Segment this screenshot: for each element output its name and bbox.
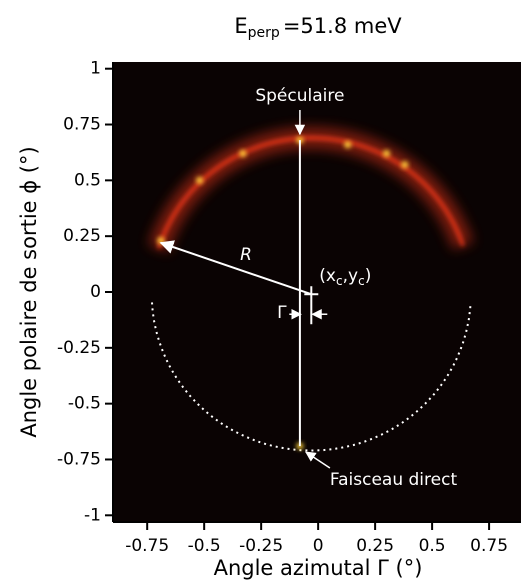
r-arrow (159, 240, 312, 296)
center-label-part: c (336, 274, 343, 288)
bright-spot (196, 176, 204, 184)
gamma-label: Γ (277, 303, 287, 323)
x-tick-label: -0.25 (239, 536, 283, 556)
y-axis-label: Angle polaire de sortie ϕ (°) (17, 146, 41, 437)
y-tick-label: -0.25 (57, 338, 101, 358)
bright-spot (344, 141, 352, 149)
chart-title: Eperp =51.8 meV (234, 14, 402, 41)
y-tick-label: 0 (90, 282, 101, 302)
y-tick-label: 1 (90, 59, 101, 79)
center-label: (xc,yc) (319, 266, 371, 288)
x-tick-label: -0.75 (125, 536, 169, 556)
title-part: E (234, 14, 247, 38)
specular-label: Spéculaire (255, 86, 344, 106)
title-part: =51.8 meV (283, 14, 402, 38)
y-tick-label: 0.75 (63, 115, 101, 135)
y-tick-label: -0.75 (57, 449, 101, 469)
direct-arrow (305, 451, 331, 469)
x-tick-label: 0 (313, 536, 324, 556)
x-tick-label: 0.25 (356, 536, 394, 556)
ring-dashed (151, 302, 472, 452)
center-label-part: ) (365, 266, 372, 286)
center-label-part: (x (319, 266, 336, 286)
x-tick-label: 0.5 (419, 536, 446, 556)
ring-arc (157, 136, 465, 249)
y-tick-label: -1 (84, 505, 101, 525)
x-axis-label: Angle azimutal Γ (°) (214, 556, 423, 580)
title-subscript: perp (248, 25, 280, 41)
r-label: R (240, 245, 252, 265)
bright-spot (239, 150, 247, 158)
center-label-part: c (358, 274, 365, 288)
bright-spot (383, 150, 391, 158)
y-tick-label: 0.5 (74, 170, 101, 190)
y-tick-label: 0.25 (63, 226, 101, 246)
direct-label: Faisceau direct (330, 470, 458, 490)
bright-spot (401, 161, 409, 169)
x-tick-label: -0.5 (188, 536, 221, 556)
y-tick-label: -0.5 (68, 394, 101, 414)
center-label-part: ,y (343, 266, 358, 286)
x-tick-label: 0.75 (470, 536, 508, 556)
